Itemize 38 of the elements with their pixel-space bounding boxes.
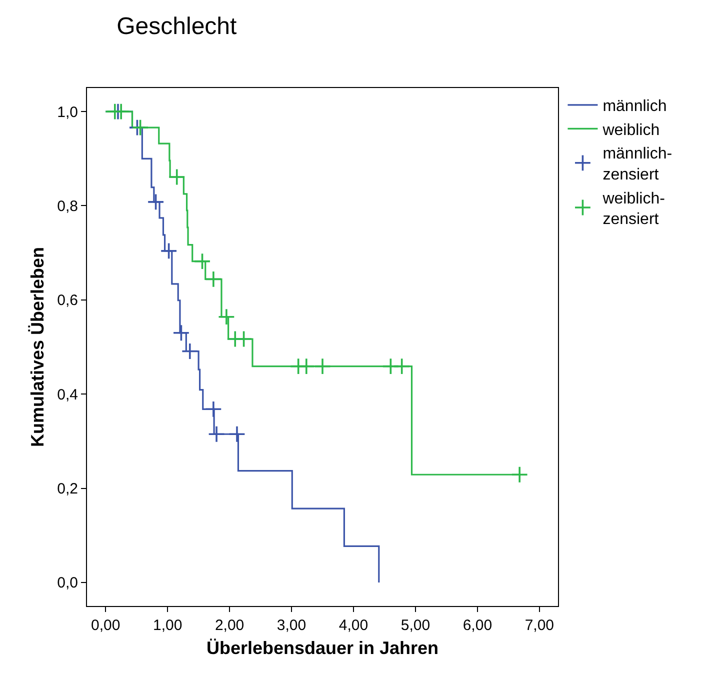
point xyxy=(393,358,410,375)
point xyxy=(218,308,236,326)
point xyxy=(147,193,164,211)
legend-label: männlich xyxy=(602,98,667,116)
point xyxy=(132,118,149,136)
x-tick-label: 1,00 xyxy=(152,617,182,634)
legend-label: weiblich xyxy=(602,122,660,139)
point xyxy=(208,426,226,443)
point xyxy=(235,330,252,348)
point xyxy=(160,242,178,260)
x-tick-label: 4,00 xyxy=(338,617,368,634)
point xyxy=(112,102,130,120)
point xyxy=(228,426,246,443)
y-tick-label: 0,2 xyxy=(57,480,78,498)
y-tick-label: 0,4 xyxy=(57,386,78,404)
y-tick-label: 0,6 xyxy=(57,292,78,310)
y-tick-label: 1,0 xyxy=(57,104,78,121)
point xyxy=(194,252,211,270)
y-tick-label: 0,0 xyxy=(57,574,78,592)
legend-label: weiblich-zensiert xyxy=(602,190,665,228)
x-axis-title: Überlebensdauer in Jahren xyxy=(206,638,439,658)
x-tick-label: 5,00 xyxy=(400,617,430,634)
chart-title: Geschlecht xyxy=(116,12,238,40)
point xyxy=(298,358,315,375)
x-tick-label: 7,00 xyxy=(524,617,554,634)
x-tick-label: 6,00 xyxy=(462,617,492,634)
x-tick-label: 3,00 xyxy=(276,617,306,634)
point xyxy=(172,324,190,342)
point xyxy=(168,168,186,186)
point xyxy=(314,358,332,375)
y-tick-label: 0,8 xyxy=(57,198,78,215)
x-tick-label: 2,00 xyxy=(214,617,244,634)
y-axis-title: Kumulatives Überleben xyxy=(27,246,48,448)
x-tick-label: 0,00 xyxy=(90,617,120,634)
point xyxy=(181,342,198,360)
point xyxy=(204,270,222,288)
point xyxy=(204,400,222,418)
point xyxy=(510,466,528,484)
